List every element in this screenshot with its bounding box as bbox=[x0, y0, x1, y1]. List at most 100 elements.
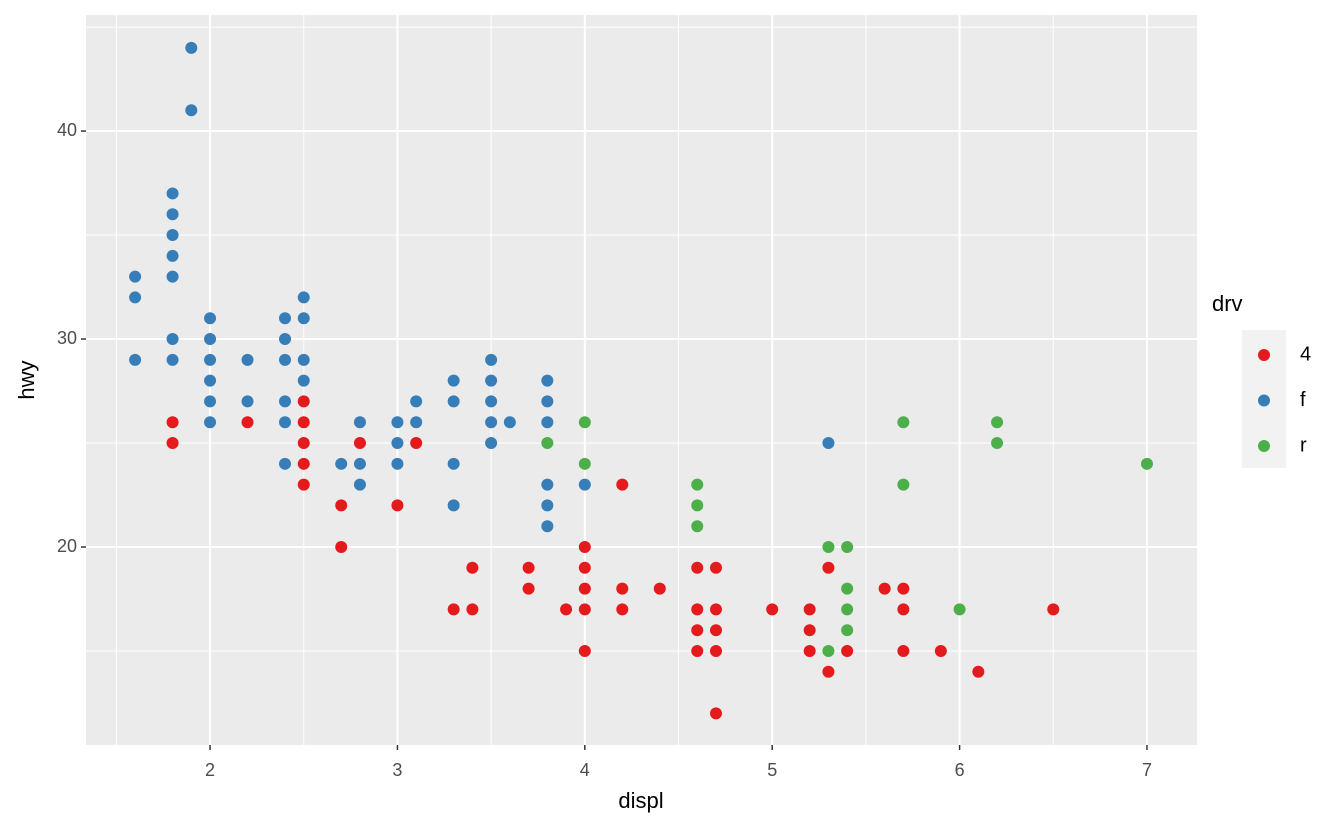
point bbox=[297, 395, 310, 408]
point bbox=[691, 644, 704, 657]
point bbox=[204, 353, 217, 366]
point bbox=[447, 603, 460, 616]
point bbox=[691, 520, 704, 533]
point bbox=[822, 665, 835, 678]
y-axis-title: hwy bbox=[14, 360, 39, 399]
legend-label: r bbox=[1300, 434, 1307, 456]
point bbox=[822, 437, 835, 450]
point bbox=[185, 104, 198, 117]
point bbox=[391, 437, 404, 450]
legend-title: drv bbox=[1212, 291, 1243, 316]
point bbox=[691, 603, 704, 616]
point bbox=[841, 603, 854, 616]
point bbox=[934, 644, 947, 657]
point bbox=[1140, 457, 1153, 470]
point bbox=[841, 582, 854, 595]
point bbox=[166, 353, 179, 366]
point bbox=[204, 312, 217, 325]
point bbox=[204, 416, 217, 429]
point bbox=[297, 457, 310, 470]
x-tick-label: 7 bbox=[1142, 760, 1152, 780]
point bbox=[466, 603, 479, 616]
point bbox=[129, 353, 142, 366]
point bbox=[335, 457, 348, 470]
point bbox=[803, 603, 816, 616]
x-tick-label: 2 bbox=[205, 760, 215, 780]
point bbox=[485, 374, 498, 387]
point bbox=[709, 603, 722, 616]
point bbox=[541, 416, 554, 429]
point bbox=[709, 624, 722, 637]
point bbox=[297, 374, 310, 387]
point bbox=[391, 457, 404, 470]
point bbox=[691, 499, 704, 512]
legend-key bbox=[1258, 349, 1270, 361]
point bbox=[447, 374, 460, 387]
point bbox=[297, 291, 310, 304]
point bbox=[166, 187, 179, 200]
point bbox=[410, 416, 423, 429]
x-tick-label: 5 bbox=[767, 760, 777, 780]
point bbox=[279, 457, 292, 470]
point bbox=[691, 478, 704, 491]
point bbox=[522, 561, 535, 574]
y-tick-label: 40 bbox=[57, 120, 77, 140]
point bbox=[335, 499, 348, 512]
point bbox=[241, 416, 254, 429]
point bbox=[578, 644, 591, 657]
point bbox=[1047, 603, 1060, 616]
point bbox=[897, 582, 910, 595]
legend-key bbox=[1258, 394, 1270, 407]
point bbox=[129, 291, 142, 304]
point bbox=[297, 312, 310, 325]
legend-label: f bbox=[1300, 389, 1306, 411]
point bbox=[616, 582, 629, 595]
point bbox=[541, 520, 554, 533]
point bbox=[541, 478, 554, 491]
point bbox=[991, 437, 1004, 450]
point bbox=[541, 499, 554, 512]
point bbox=[709, 644, 722, 657]
grid bbox=[86, 15, 1197, 745]
point bbox=[166, 208, 179, 221]
point bbox=[241, 395, 254, 408]
point bbox=[897, 603, 910, 616]
point bbox=[578, 603, 591, 616]
point bbox=[541, 374, 554, 387]
point bbox=[485, 395, 498, 408]
point bbox=[353, 478, 366, 491]
point bbox=[578, 478, 591, 491]
point bbox=[991, 416, 1004, 429]
point bbox=[166, 416, 179, 429]
point bbox=[297, 416, 310, 429]
legend-key bbox=[1258, 440, 1270, 452]
point bbox=[297, 353, 310, 366]
point bbox=[185, 41, 198, 54]
point bbox=[335, 541, 348, 554]
point bbox=[410, 395, 423, 408]
point bbox=[279, 333, 292, 346]
point bbox=[485, 416, 498, 429]
x-axis-title: displ bbox=[618, 788, 663, 813]
point bbox=[578, 561, 591, 574]
point bbox=[803, 644, 816, 657]
point bbox=[878, 582, 891, 595]
point bbox=[897, 644, 910, 657]
point bbox=[822, 561, 835, 574]
point bbox=[166, 333, 179, 346]
point bbox=[503, 416, 516, 429]
point bbox=[709, 707, 722, 720]
point bbox=[578, 416, 591, 429]
point bbox=[297, 478, 310, 491]
x-tick-label: 4 bbox=[580, 760, 590, 780]
point bbox=[279, 353, 292, 366]
point bbox=[897, 478, 910, 491]
x-tick-label: 3 bbox=[392, 760, 402, 780]
point bbox=[279, 312, 292, 325]
point bbox=[204, 333, 217, 346]
legend: 4 f r bbox=[1258, 343, 1311, 456]
point bbox=[447, 499, 460, 512]
point bbox=[691, 624, 704, 637]
panel bbox=[86, 15, 1197, 745]
